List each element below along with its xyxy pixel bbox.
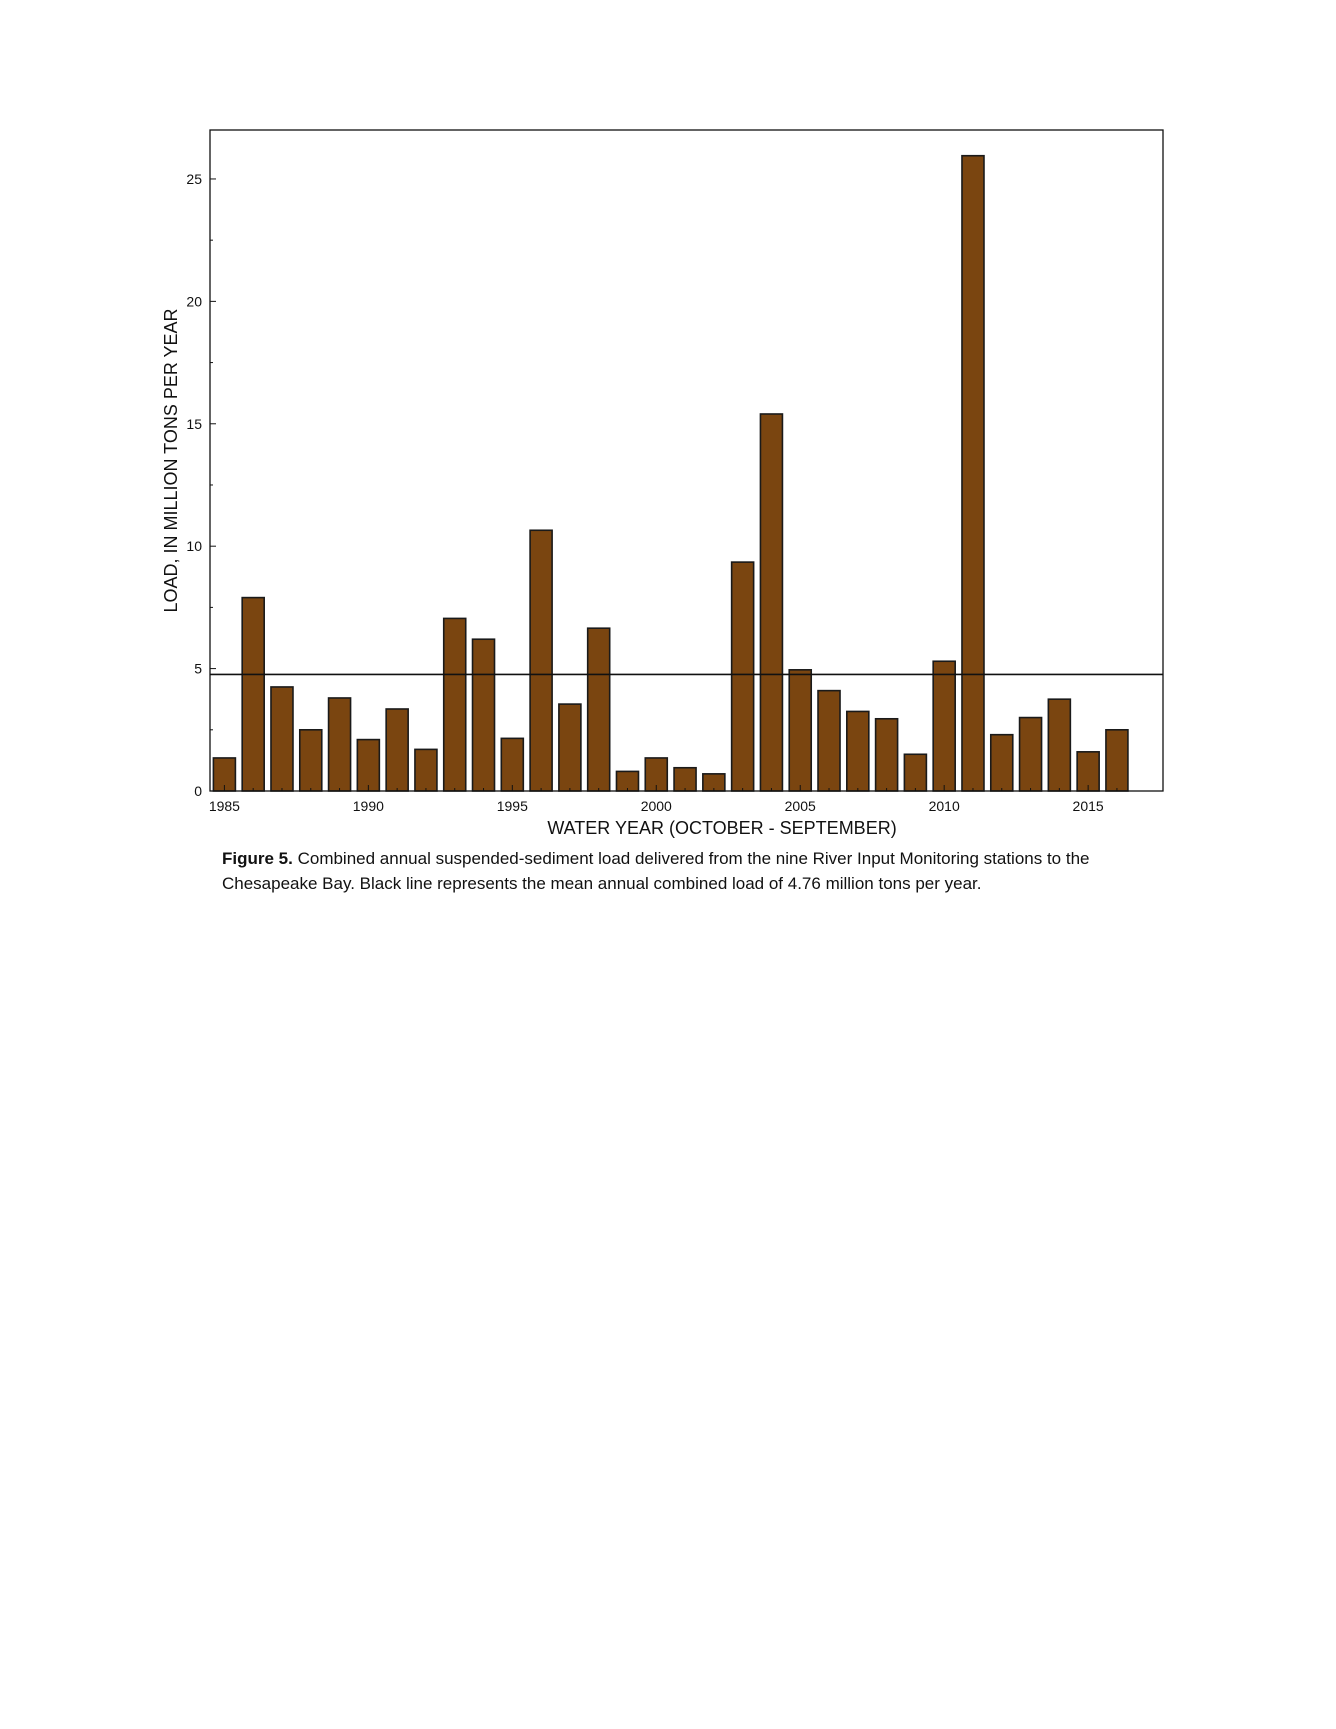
y-axis-title: LOAD, IN MILLION TONS PER YEAR — [161, 308, 181, 612]
figure-caption: Figure 5. Combined annual suspended-sedi… — [222, 846, 1142, 896]
bar-2005 — [788, 669, 813, 792]
bar-1991 — [385, 708, 409, 792]
bars — [212, 154, 1129, 792]
y-tick-label: 25 — [186, 171, 202, 187]
figure-label: Figure 5. — [222, 849, 293, 868]
bar-2008 — [874, 717, 899, 792]
x-tick-label: 2000 — [641, 798, 672, 814]
x-axis-title: WATER YEAR (OCTOBER - SEPTEMBER) — [547, 818, 896, 838]
y-tick-label: 0 — [194, 783, 202, 799]
x-tick-label: 2010 — [929, 798, 960, 814]
bar-2006 — [817, 689, 841, 792]
plot-frame — [209, 129, 1164, 792]
bar-2004 — [759, 413, 784, 792]
bar-1996 — [529, 529, 553, 792]
x-axis: 1985 1990 1995 2000 2005 2010 2015 — [209, 785, 1118, 814]
bar-2012 — [989, 733, 1014, 792]
y-tick-label: 15 — [186, 416, 202, 432]
bar-2001 — [673, 766, 697, 792]
bar-2011 — [961, 154, 985, 792]
bar-2016 — [1105, 728, 1129, 792]
bar-1994 — [471, 638, 496, 792]
x-tick-label: 1995 — [497, 798, 528, 814]
bar-2014 — [1047, 698, 1072, 792]
x-tick-label: 1990 — [353, 798, 384, 814]
bar-2003 — [730, 561, 755, 792]
bar-1998 — [586, 627, 611, 792]
y-tick-label: 5 — [194, 661, 202, 677]
bar-1987 — [270, 686, 294, 792]
bar-1993 — [442, 617, 467, 792]
caption-text: Combined annual suspended-sediment load … — [222, 849, 1090, 893]
bar-1995 — [500, 737, 525, 792]
x-tick-label: 1985 — [209, 798, 240, 814]
y-axis: 0 5 10 15 20 25 — [186, 171, 216, 799]
bar-1988 — [298, 728, 323, 792]
bar-1997 — [558, 703, 582, 792]
bar-1990 — [356, 738, 381, 792]
figure: 0 5 10 15 20 25 1985 1990 1995 2000 2005 2010 2015 … — [161, 129, 1164, 896]
bar-1989 — [327, 697, 352, 792]
x-tick-label: 2005 — [785, 798, 816, 814]
y-tick-label: 10 — [186, 538, 202, 554]
bar-2010 — [932, 660, 956, 792]
bar-1992 — [414, 748, 438, 792]
bar-2007 — [846, 710, 870, 792]
bar-1986 — [241, 596, 265, 792]
x-tick-label: 2015 — [1073, 798, 1104, 814]
bar-2009 — [903, 753, 928, 792]
bar-2013 — [1018, 716, 1043, 792]
y-tick-label: 20 — [186, 293, 202, 309]
